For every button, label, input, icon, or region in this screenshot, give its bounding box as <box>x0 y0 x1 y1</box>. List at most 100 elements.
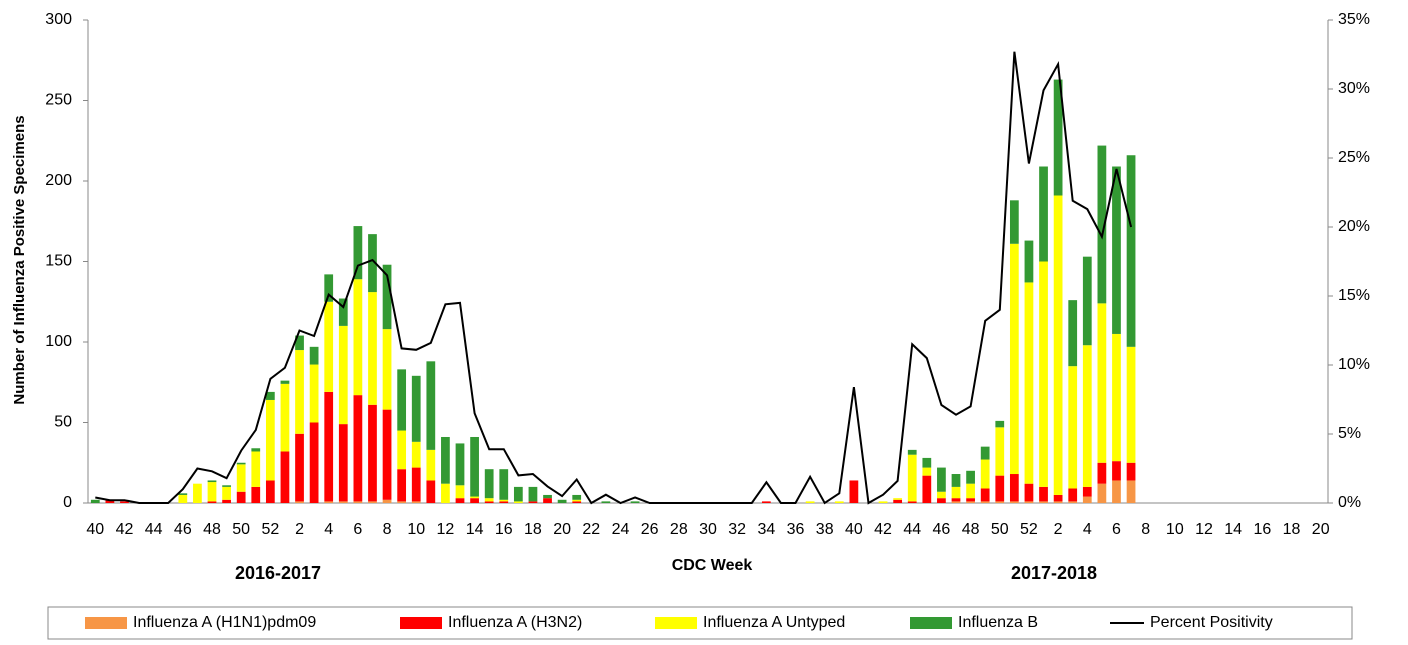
bar-segment <box>426 480 436 503</box>
bar-segment <box>980 459 990 489</box>
bar-segment <box>557 499 567 503</box>
x-tick-label: 28 <box>670 521 688 538</box>
bar-segment <box>1024 501 1034 503</box>
bar-segment <box>441 436 450 484</box>
bar-segment <box>1053 79 1063 196</box>
y2-tick-label: 0% <box>1338 494 1361 511</box>
bar-segment <box>907 454 917 502</box>
x-tick-label: 52 <box>261 521 279 538</box>
bar-segment <box>251 486 261 503</box>
bar-segment <box>1039 166 1048 262</box>
x-axis-title: CDC Week <box>672 557 753 574</box>
bar-segment <box>1112 461 1121 481</box>
bar-segment <box>1009 200 1019 244</box>
bar-segment <box>295 335 304 351</box>
bar-segment <box>543 498 552 503</box>
bar-segment <box>878 501 888 503</box>
legend-label: Percent Positivity <box>1150 614 1273 631</box>
bar-segment <box>499 499 509 502</box>
bar-segment <box>1039 486 1048 502</box>
legend-label: Influenza A Untyped <box>703 614 845 631</box>
bar-segment <box>937 467 946 492</box>
y-tick-label: 0 <box>63 494 72 511</box>
x-tick-label: 20 <box>553 521 571 538</box>
bar-segment <box>980 446 990 460</box>
bar-segment <box>484 501 494 503</box>
x-tick-label: 40 <box>86 521 104 538</box>
bar-segment <box>1126 462 1136 481</box>
bar-segment <box>309 422 319 503</box>
bar-segment <box>1068 501 1078 503</box>
y2-tick-label: 10% <box>1338 356 1370 373</box>
bar-segment <box>295 501 304 503</box>
y-axis-title: Number of Influenza Positive Specimens <box>11 115 28 404</box>
x-tick-label: 46 <box>933 521 951 538</box>
bar-segment <box>543 494 552 499</box>
legend-label: Influenza A (H1N1)pdm09 <box>133 614 316 631</box>
bar-segment <box>951 501 961 503</box>
x-tick-label: 34 <box>757 521 775 538</box>
line <box>95 51 1133 505</box>
bar-segment <box>324 501 334 503</box>
y2-tick-label: 15% <box>1338 287 1370 304</box>
bar-segment <box>1068 300 1078 367</box>
bar-segment <box>1039 261 1048 487</box>
x-tick-label: 24 <box>612 521 630 538</box>
bar-segment <box>193 483 202 503</box>
bar-segment <box>922 467 932 476</box>
season-label: 2016-2017 <box>235 563 321 583</box>
bar-segment <box>382 264 392 330</box>
bar-segment <box>426 361 436 450</box>
bar-segment <box>295 433 304 502</box>
bar-segment <box>411 441 421 468</box>
bar-segment <box>951 474 961 487</box>
bar-segment <box>382 329 392 410</box>
y2-tick-label: 35% <box>1338 11 1370 28</box>
bar-segment <box>1024 240 1034 283</box>
y-tick-label: 200 <box>45 172 72 189</box>
bar-segment <box>251 448 261 452</box>
legend-swatch <box>400 617 442 629</box>
bar-segment <box>368 501 377 503</box>
x-tick-label: 2 <box>295 521 304 538</box>
y2-tick-label: 5% <box>1338 425 1361 442</box>
y2-tick-label: 20% <box>1338 218 1370 235</box>
x-tick-label: 6 <box>1112 521 1121 538</box>
bar-segment <box>1068 488 1078 502</box>
bar-segment <box>382 499 392 503</box>
bar-segment <box>995 475 1005 502</box>
x-tick-label: 46 <box>174 521 192 538</box>
x-tick-label: 18 <box>1283 521 1301 538</box>
x-tick-label: 18 <box>524 521 542 538</box>
y2-tick-label: 25% <box>1338 149 1370 166</box>
bar-segment <box>1024 483 1034 502</box>
bar-segment <box>1053 494 1063 502</box>
bar-segment <box>236 491 246 503</box>
bar-segment <box>324 301 334 392</box>
bar-segment <box>411 467 421 502</box>
bar-segment <box>90 499 100 503</box>
bar-segment <box>966 501 975 503</box>
bar-segment <box>513 501 523 503</box>
bar-segment <box>368 292 377 405</box>
bar-segment <box>513 486 523 502</box>
bar-segment <box>951 498 961 502</box>
legend-swatch <box>910 617 952 629</box>
y2-tick-label: 30% <box>1338 80 1370 97</box>
bar-segment <box>499 469 509 500</box>
bar-segment <box>455 443 465 486</box>
bar-segment <box>1126 346 1136 463</box>
x-tick-label: 2 <box>1054 521 1063 538</box>
bar-segment <box>280 451 290 503</box>
bar-segment <box>397 430 407 470</box>
bar-segment <box>1097 145 1107 304</box>
bar-segment <box>980 501 990 503</box>
bar-segment <box>995 427 1005 476</box>
bar-segment <box>995 420 1005 428</box>
bar-segment <box>309 346 319 365</box>
x-tick-label: 4 <box>324 521 333 538</box>
x-tick-label: 10 <box>407 521 425 538</box>
bar-segment <box>411 375 421 442</box>
bar-segment <box>265 399 275 481</box>
x-tick-label: 48 <box>962 521 980 538</box>
